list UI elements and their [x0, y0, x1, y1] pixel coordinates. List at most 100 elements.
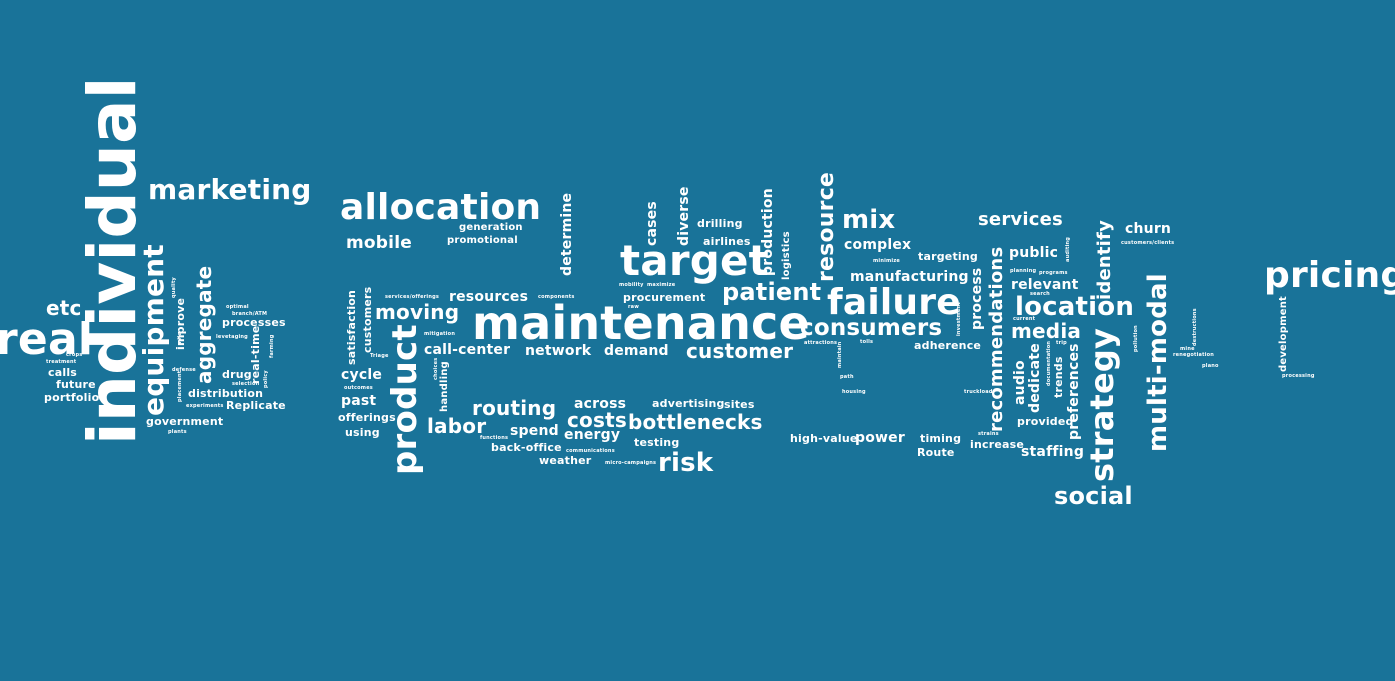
- word-programs: programs: [1039, 270, 1068, 276]
- word-calls: calls: [48, 366, 78, 379]
- word-customers-clients: customers/clients: [1121, 240, 1175, 246]
- word-minimize: minimize: [873, 258, 901, 264]
- word-call-center: call-center: [424, 342, 511, 358]
- word-components: components: [538, 294, 575, 300]
- word-airlines: airlines: [703, 235, 751, 248]
- word-across: across: [574, 396, 627, 412]
- word-logistics: logistics: [781, 231, 792, 280]
- word-pollution: pollution: [1133, 325, 1139, 352]
- word-portfolio: portfolio: [44, 391, 100, 404]
- word-truckload: truckload: [964, 389, 993, 395]
- word-determine: determine: [559, 192, 575, 276]
- word-cases: cases: [644, 201, 660, 246]
- word-experiments: experiments: [186, 403, 224, 409]
- word-mile: mile: [177, 332, 183, 345]
- word-real: real: [0, 314, 94, 365]
- word-provided: provided: [1017, 415, 1074, 428]
- word-placement: placement: [177, 370, 183, 402]
- word-levetaging: levetaging: [216, 334, 248, 340]
- word-services-offerings: services/offerings: [385, 294, 440, 300]
- word-spend: spend: [510, 423, 559, 439]
- word-resource: resource: [814, 171, 839, 282]
- word-trip: trip: [1056, 340, 1067, 346]
- word-past: past: [341, 393, 377, 409]
- word-housing: housing: [842, 389, 866, 395]
- word-functions: functions: [480, 435, 509, 441]
- word-using: using: [345, 426, 380, 439]
- word-communications: communications: [566, 448, 615, 454]
- word-allocation: allocation: [340, 187, 542, 228]
- word-search: search: [1030, 291, 1050, 297]
- word-satisfaction: satisfaction: [345, 289, 358, 365]
- word-target: target: [620, 236, 769, 285]
- word-trends: trends: [1052, 356, 1065, 398]
- word-path: path: [840, 374, 854, 380]
- word-production: production: [760, 188, 776, 276]
- word-optimal: optimal: [226, 304, 249, 310]
- word-current: current: [1013, 316, 1036, 322]
- word-recommendations: recommendations: [986, 246, 1007, 432]
- word-moving: moving: [375, 300, 460, 324]
- word-cycle: cycle: [341, 367, 383, 383]
- word-adherence: adherence: [914, 339, 982, 352]
- word-advertising: advertising: [652, 397, 725, 410]
- word-mobility: mobility: [619, 282, 644, 288]
- word-complex: complex: [844, 237, 912, 253]
- word-maintain: maintain: [837, 341, 843, 369]
- word-route: Route: [917, 446, 955, 459]
- word-defense: defense: [172, 367, 196, 373]
- word-maintenance: maintenance: [472, 296, 810, 350]
- word-branch-atm: branch/ATM: [232, 311, 268, 317]
- word-maximize: maximize: [647, 282, 676, 288]
- word-labor: labor: [427, 414, 487, 438]
- word-media: media: [1011, 319, 1082, 343]
- word-public: public: [1009, 245, 1059, 261]
- word-consumers: consumers: [800, 315, 943, 341]
- word-timing: timing: [920, 432, 962, 445]
- word-high-value: high-value: [790, 432, 858, 445]
- word-relevant: relevant: [1011, 277, 1079, 293]
- word-services: services: [978, 209, 1063, 230]
- word-aggregate: aggregate: [192, 265, 216, 384]
- word-mobile: mobile: [346, 233, 412, 253]
- word-development: development: [1278, 296, 1289, 372]
- word-handling: handling: [439, 361, 450, 412]
- word-network: network: [525, 343, 592, 359]
- word-generation: generation: [459, 222, 523, 233]
- word-renegotiation: renegotiation: [1173, 352, 1214, 358]
- word-patient: patient: [722, 278, 822, 306]
- word-testing: testing: [634, 436, 680, 449]
- word-offerings: offerings: [338, 411, 396, 424]
- word-diverse: diverse: [676, 186, 692, 246]
- word-outcomes: outcomes: [344, 385, 373, 391]
- word-farming: farming: [269, 334, 275, 358]
- word-selection: selection: [232, 381, 260, 387]
- word-process: process: [969, 267, 985, 330]
- word-demand: demand: [604, 343, 669, 359]
- word-processing: processing: [1282, 373, 1315, 379]
- word-identify: identify: [1094, 219, 1115, 300]
- word-customer: customer: [686, 339, 794, 363]
- word-treatment: treatment: [46, 359, 77, 365]
- word-power: power: [855, 430, 905, 446]
- word-procurement: procurement: [623, 291, 706, 304]
- word-social: social: [1054, 482, 1133, 510]
- word-mitigation: mitigation: [424, 331, 456, 337]
- word-crops: crops: [66, 352, 83, 358]
- word-manufacturing: manufacturing: [850, 269, 969, 285]
- word-future: future: [56, 378, 96, 391]
- word-location: location: [1015, 292, 1135, 322]
- word-mine: mine: [1180, 346, 1195, 352]
- word-etc: etc: [46, 296, 82, 320]
- word-raw: raw: [628, 304, 640, 310]
- word-plano: plano: [1202, 363, 1219, 369]
- word-attractions: attractions: [804, 340, 838, 346]
- word-back-office: back-office: [491, 441, 562, 454]
- word-resources: resources: [449, 289, 529, 305]
- word-customers: customers: [361, 286, 374, 353]
- word-routing: routing: [472, 396, 557, 420]
- word-investment: investment: [956, 302, 962, 336]
- word-energy: energy: [564, 427, 621, 443]
- word-planning: planning: [1010, 268, 1037, 274]
- word-strains: strains: [978, 431, 999, 437]
